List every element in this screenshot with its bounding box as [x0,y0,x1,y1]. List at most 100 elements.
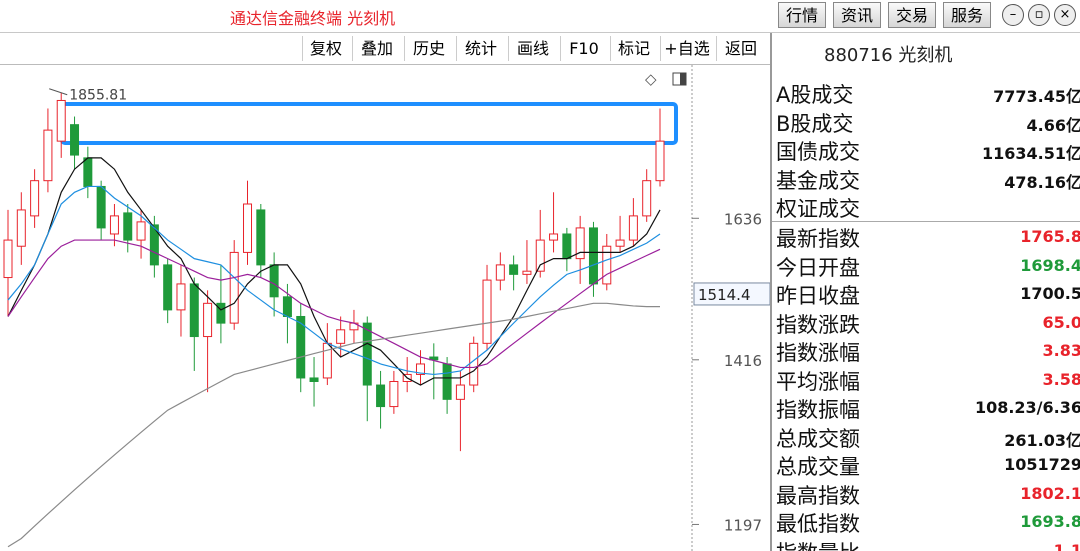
quote-row: 今日开盘 1698.4 [776,252,1080,281]
quote-row: 最高指数 1802.1 [776,480,1080,509]
candle-body [3,239,13,279]
quote-label: 指数涨跌 [776,312,860,337]
candle-body [615,239,625,247]
quote-value: 1698.4 [1020,255,1080,275]
quote-label: B股成交 [776,111,854,136]
highlight-box [60,102,678,145]
candle-body [56,99,66,142]
candle-body [549,233,559,241]
quote-row: 最新指数 1765.8 [776,223,1080,252]
cursor-value: 1514.4 [698,286,751,304]
quote-row: 权证成交 [776,193,1080,222]
quote-label: 权证成交 [776,197,860,221]
quote-value: 4.66亿 [1026,115,1080,135]
candle-body [482,279,492,344]
y-tick-label: 1416 [724,352,762,370]
quote-label: 指数涨幅 [776,341,860,365]
diamond-icon[interactable]: ◇ [645,70,657,88]
candle-body [602,245,612,285]
window-title: 通达信金融终端 光刻机 [230,9,396,28]
nav-button[interactable]: 资讯 [833,2,881,28]
candle-body [30,180,40,217]
candle-body [96,185,106,229]
candle-body [628,215,638,241]
quote-row: 平均涨幅 3.58 [776,366,1080,395]
quote-label: 国债成交 [776,140,860,164]
candle-body [376,384,386,408]
toolbar-button[interactable]: +自选 [660,36,713,61]
candle-body [16,209,26,247]
ma-line [7,239,661,369]
nav-button[interactable]: 服务 [943,2,991,28]
toolbar-button[interactable]: 画线 [508,36,557,61]
max-label: 1855.81 [69,88,127,104]
candle-body [522,270,532,275]
toolbar-button[interactable]: 复权 [302,36,349,61]
candle-body [362,322,372,386]
toolbar-button[interactable]: 历史 [404,36,453,61]
candle-body [203,302,213,338]
candle-body [322,342,332,379]
quote-value: 7773.45亿 [993,87,1080,106]
restore-button[interactable]: ▫ [1028,4,1050,26]
candle-body [189,283,199,338]
candle-body [123,212,133,241]
quote-label: 指数振幅 [776,398,860,422]
candle-body [109,215,119,235]
quote-value: 65.0 [1042,312,1080,332]
quote-label: 最新指数 [776,227,860,251]
candle-body [495,264,505,281]
quote-label: 今日开盘 [776,255,860,280]
quote-value: 1051729 [1004,455,1080,474]
candle-body [83,157,93,187]
panel-icon-fill [680,73,686,85]
y-tick-label: 1636 [724,210,762,228]
quote-row: 最低指数 1693.8 [776,508,1080,537]
candle-body [562,233,572,260]
quote-value: 261.03亿 [1004,430,1080,450]
quote-row: 指数振幅 108.23/6.36 [776,394,1080,423]
quote-label: 昨日收盘 [776,284,860,308]
max-pointer [49,88,68,96]
quote-row: B股成交 4.66亿 [776,108,1080,137]
quote-label: 最高指数 [776,483,860,508]
toolbar-button[interactable]: 统计 [456,36,505,61]
close-button[interactable]: × [1054,4,1076,26]
toolbar-button[interactable]: F10 [560,36,607,61]
quote-row: 国债成交 11634.51亿 [776,136,1080,165]
candle-body [70,124,80,156]
quote-value: 1.1 [1053,540,1080,551]
title-bar: 通达信金融终端 光刻机 行情 资讯 交易 服务 – ▫ × [0,0,1080,33]
quote-row: 指数量比 1.1 [776,537,1080,551]
quote-row: 指数涨幅 3.83 [776,337,1080,366]
quote-value: 3.83 [1042,341,1080,360]
nav-button[interactable]: 行情 [778,2,826,28]
candle-body [336,329,346,344]
quote-label: 指数量比 [776,537,860,551]
quote-label: 平均涨幅 [776,369,860,394]
quote-row: 总成交额 261.03亿 [776,423,1080,452]
candle-body [442,363,452,400]
toolbar-button[interactable]: 标记 [610,36,657,61]
panel-header: 880716 光刻机 [824,45,953,66]
toolbar-button[interactable]: 返回 [716,36,765,61]
ma-line [7,157,661,386]
candle-body [455,384,465,400]
toolbar-button[interactable]: 叠加 [352,36,401,61]
quote-row: 昨日收盘 1700.5 [776,280,1080,309]
candle-body [575,227,585,260]
quote-value: 1700.5 [1020,284,1080,303]
ma-line [7,302,660,548]
quote-row: 指数涨跌 65.0 [776,309,1080,338]
candle-body [136,221,146,241]
quote-value: 11634.51亿 [981,144,1080,163]
minimize-button[interactable]: – [1002,4,1024,26]
candle-body [415,363,425,375]
quote-row: 基金成交 478.16亿 [776,165,1080,194]
quote-panel: 880716 光刻机 A股成交 7773.45亿 B股成交 4.66亿 国债成交 1163… [770,33,1080,551]
candle-body [243,203,253,253]
candle-body [642,180,652,217]
quote-value: 108.23/6.36 [974,398,1080,417]
nav-button[interactable]: 交易 [888,2,936,28]
